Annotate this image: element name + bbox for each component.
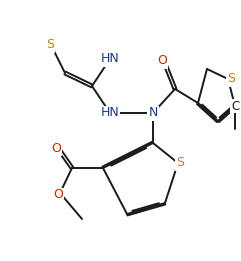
Text: O: O	[53, 188, 63, 201]
Text: C: C	[231, 99, 239, 112]
Text: HN: HN	[101, 106, 119, 120]
Text: HN: HN	[101, 52, 119, 66]
Text: N: N	[148, 106, 158, 120]
Text: O: O	[51, 141, 61, 155]
Text: O: O	[157, 55, 167, 68]
Text: S: S	[176, 157, 184, 169]
Text: S: S	[46, 39, 54, 51]
Text: S: S	[227, 73, 235, 86]
